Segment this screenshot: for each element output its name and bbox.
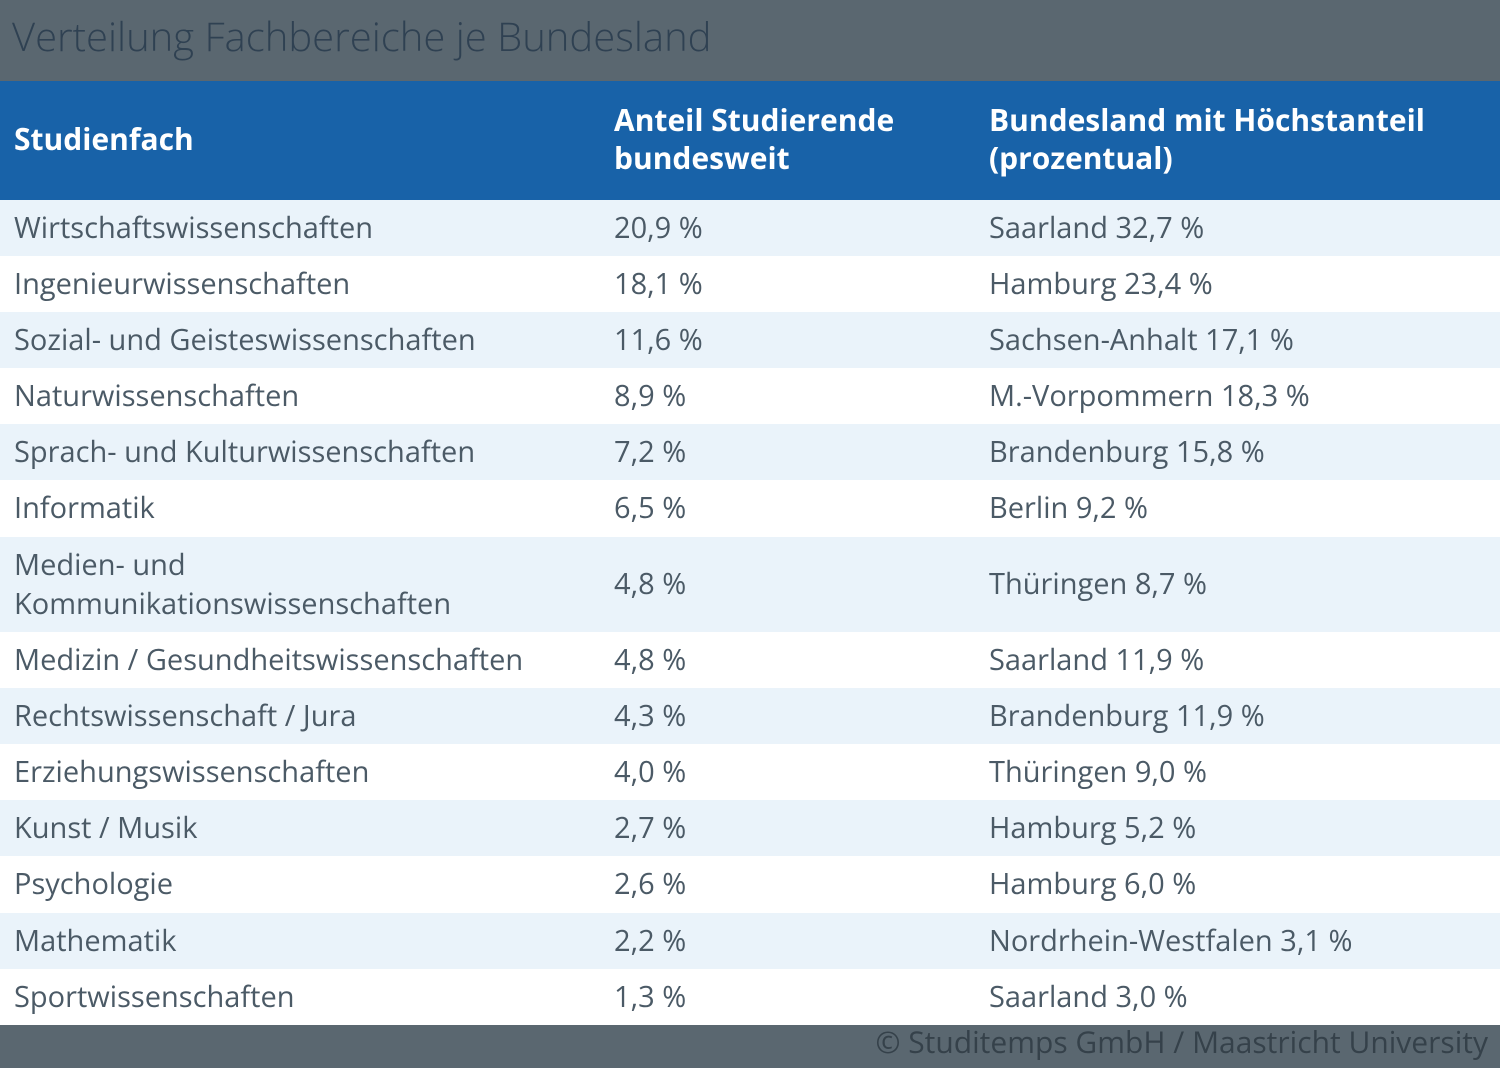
table-cell: Informatik — [0, 480, 600, 536]
table-row: Rechtswissenschaft / Jura4,3 %Brandenbur… — [0, 688, 1500, 744]
table-row: Sprach- und Kulturwissenschaften7,2 %Bra… — [0, 424, 1500, 480]
table-cell: Sprach- und Kulturwissenschaften — [0, 424, 600, 480]
table-cell: 2,6 % — [600, 856, 975, 912]
table-cell: Medien- und Kommunikationswissenschaften — [0, 537, 600, 632]
table-cell: 11,6 % — [600, 312, 975, 368]
table-cell: Mathematik — [0, 913, 600, 969]
table-row: Naturwissenschaften8,9 %M.-Vorpommern 18… — [0, 368, 1500, 424]
table-row: Sportwissenschaften1,3 %Saarland 3,0 % — [0, 969, 1500, 1025]
table-container: Studienfach Anteil Studierende bundeswei… — [0, 81, 1500, 1025]
table-cell: Sportwissenschaften — [0, 969, 600, 1025]
credit-line: © Studitemps GmbH / Maastricht Universit… — [875, 1021, 1488, 1062]
table-cell: 1,3 % — [600, 969, 975, 1025]
table-row: Medien- und Kommunikationswissenschaften… — [0, 537, 1500, 632]
table-cell: 8,9 % — [600, 368, 975, 424]
table-header-row: Studienfach Anteil Studierende bundeswei… — [0, 81, 1500, 200]
table-row: Erziehungswissenschaften4,0 %Thüringen 9… — [0, 744, 1500, 800]
table-row: Wirtschaftswissenschaften20,9 %Saarland … — [0, 200, 1500, 256]
table-cell: Hamburg 5,2 % — [975, 800, 1500, 856]
table-cell: 20,9 % — [600, 200, 975, 256]
table-cell: Psychologie — [0, 856, 600, 912]
table-cell: Saarland 3,0 % — [975, 969, 1500, 1025]
table-row: Mathematik2,2 %Nordrhein-Westfalen 3,1 % — [0, 913, 1500, 969]
table-cell: 7,2 % — [600, 424, 975, 480]
table-cell: Naturwissenschaften — [0, 368, 600, 424]
table-row: Ingenieurwissenschaften18,1 %Hamburg 23,… — [0, 256, 1500, 312]
table-cell: Wirtschaftswissenschaften — [0, 200, 600, 256]
table-row: Medizin / Gesundheitswissenschaften4,8 %… — [0, 632, 1500, 688]
table-cell: Saarland 11,9 % — [975, 632, 1500, 688]
table-cell: 18,1 % — [600, 256, 975, 312]
table-cell: M.-Vorpommern 18,3 % — [975, 368, 1500, 424]
table-cell: Hamburg 23,4 % — [975, 256, 1500, 312]
table-cell: 6,5 % — [600, 480, 975, 536]
table-cell: 2,7 % — [600, 800, 975, 856]
table-cell: Brandenburg 15,8 % — [975, 424, 1500, 480]
table-cell: Rechtswissenschaft / Jura — [0, 688, 600, 744]
col-header-share: Anteil Studierende bundesweit — [600, 81, 975, 200]
table-cell: Thüringen 8,7 % — [975, 537, 1500, 632]
table-cell: 4,8 % — [600, 537, 975, 632]
table-cell: Medizin / Gesundheitswissenschaften — [0, 632, 600, 688]
table-row: Informatik6,5 %Berlin 9,2 % — [0, 480, 1500, 536]
table-cell: Nordrhein-Westfalen 3,1 % — [975, 913, 1500, 969]
table-cell: Kunst / Musik — [0, 800, 600, 856]
table-cell: 4,3 % — [600, 688, 975, 744]
table-cell: Ingenieurwissenschaften — [0, 256, 600, 312]
table-cell: Saarland 32,7 % — [975, 200, 1500, 256]
table-cell: Sozial- und Geisteswissenschaften — [0, 312, 600, 368]
table-cell: 2,2 % — [600, 913, 975, 969]
table-cell: Erziehungswissenschaften — [0, 744, 600, 800]
table-cell: Brandenburg 11,9 % — [975, 688, 1500, 744]
table-cell: Berlin 9,2 % — [975, 480, 1500, 536]
table-row: Psychologie2,6 %Hamburg 6,0 % — [0, 856, 1500, 912]
col-header-top-state: Bundesland mit Höchstanteil (prozentual) — [975, 81, 1500, 200]
table-cell: Hamburg 6,0 % — [975, 856, 1500, 912]
table-cell: 4,0 % — [600, 744, 975, 800]
table-cell: Thüringen 9,0 % — [975, 744, 1500, 800]
table-cell: Sachsen-Anhalt 17,1 % — [975, 312, 1500, 368]
table-row: Sozial- und Geisteswissenschaften11,6 %S… — [0, 312, 1500, 368]
table-cell: 4,8 % — [600, 632, 975, 688]
col-header-subject: Studienfach — [0, 81, 600, 200]
subjects-table: Studienfach Anteil Studierende bundeswei… — [0, 81, 1500, 1025]
table-row: Kunst / Musik2,7 %Hamburg 5,2 % — [0, 800, 1500, 856]
page-title: Verteilung Fachbereiche je Bundesland — [0, 0, 1500, 81]
